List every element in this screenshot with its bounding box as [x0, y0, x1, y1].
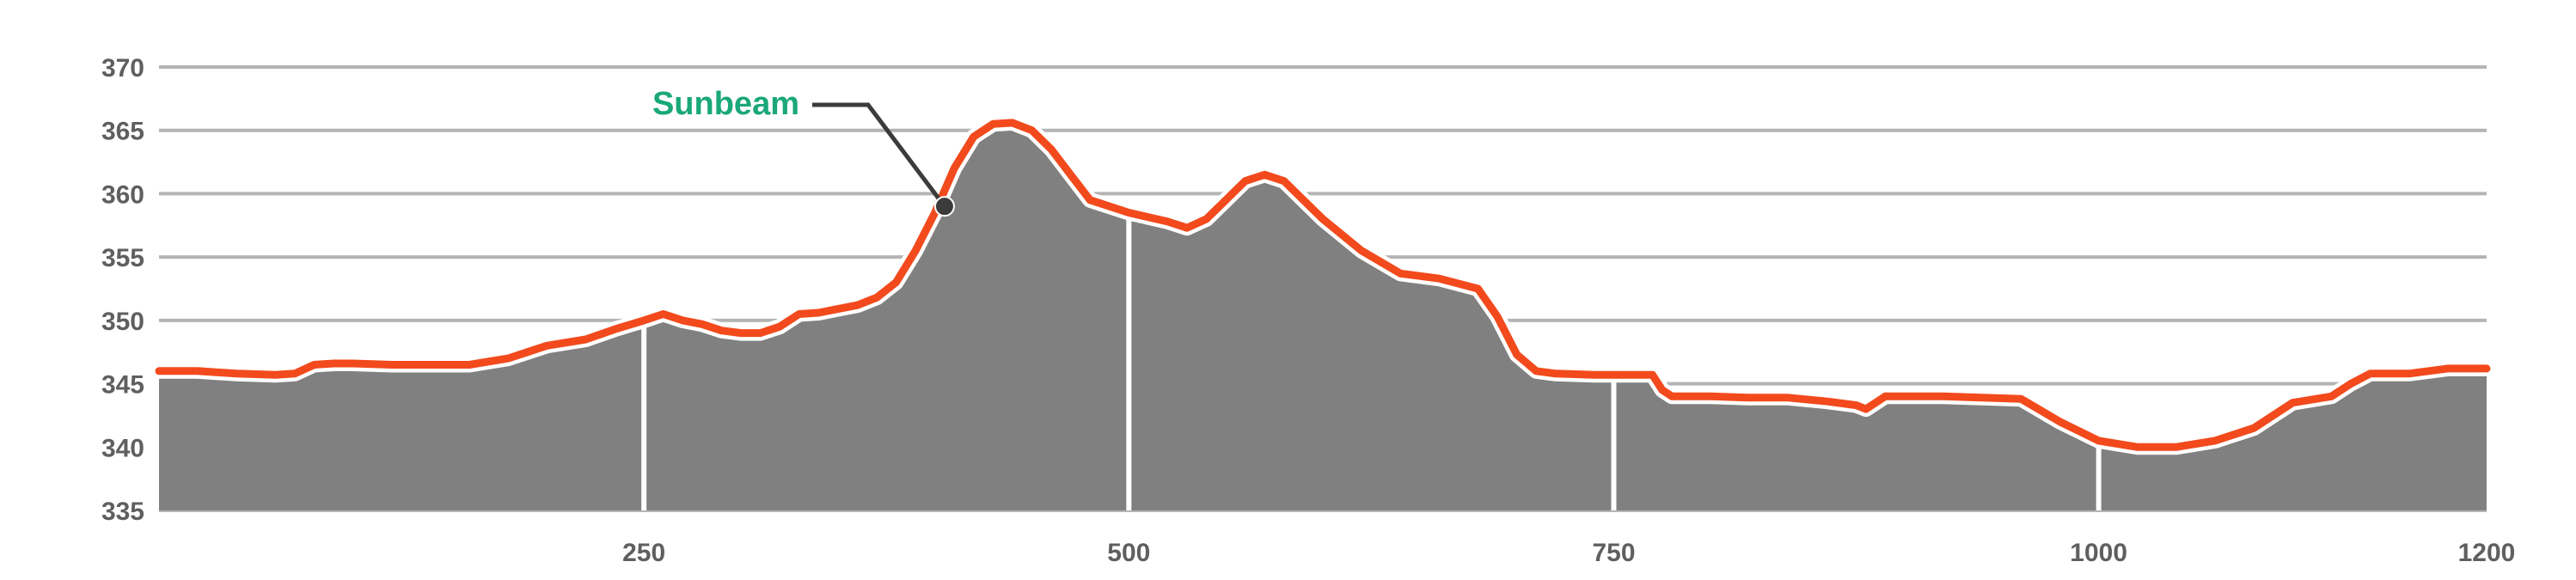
y-tick-label-370: 370	[101, 54, 144, 82]
x-tick-label-750: 750	[1592, 539, 1635, 567]
y-tick-label-355: 355	[101, 244, 144, 272]
elevation-line-stroke	[155, 119, 2491, 451]
annotations: Sunbeam	[652, 86, 955, 217]
x-tick-label-1000: 1000	[2070, 539, 2127, 567]
elevation-area	[159, 122, 2487, 510]
annotation-leader-line	[812, 102, 946, 208]
x-tick-label-500: 500	[1107, 539, 1150, 567]
y-tick-label-340: 340	[101, 434, 144, 462]
y-tick-label-345: 345	[101, 371, 144, 400]
annotation-label-sunbeam: Sunbeam	[652, 86, 799, 122]
y-axis-ticks: 335 340 345 350 355 360 365 370	[101, 54, 144, 526]
x-tick-marker-lines	[641, 212, 2102, 510]
elevation-line	[151, 114, 2494, 455]
x-tick-label-1200: 1200	[2458, 539, 2516, 567]
y-tick-label-360: 360	[101, 180, 144, 209]
y-tick-label-350: 350	[101, 308, 144, 336]
elevation-area-fill	[159, 122, 2487, 510]
x-tick-label-250: 250	[622, 539, 665, 567]
y-tick-label-335: 335	[101, 498, 144, 526]
y-tick-label-365: 365	[101, 118, 144, 146]
x-axis-ticks: 250 500 750 1000 1200	[622, 539, 2515, 567]
annotation-marker	[933, 196, 955, 217]
